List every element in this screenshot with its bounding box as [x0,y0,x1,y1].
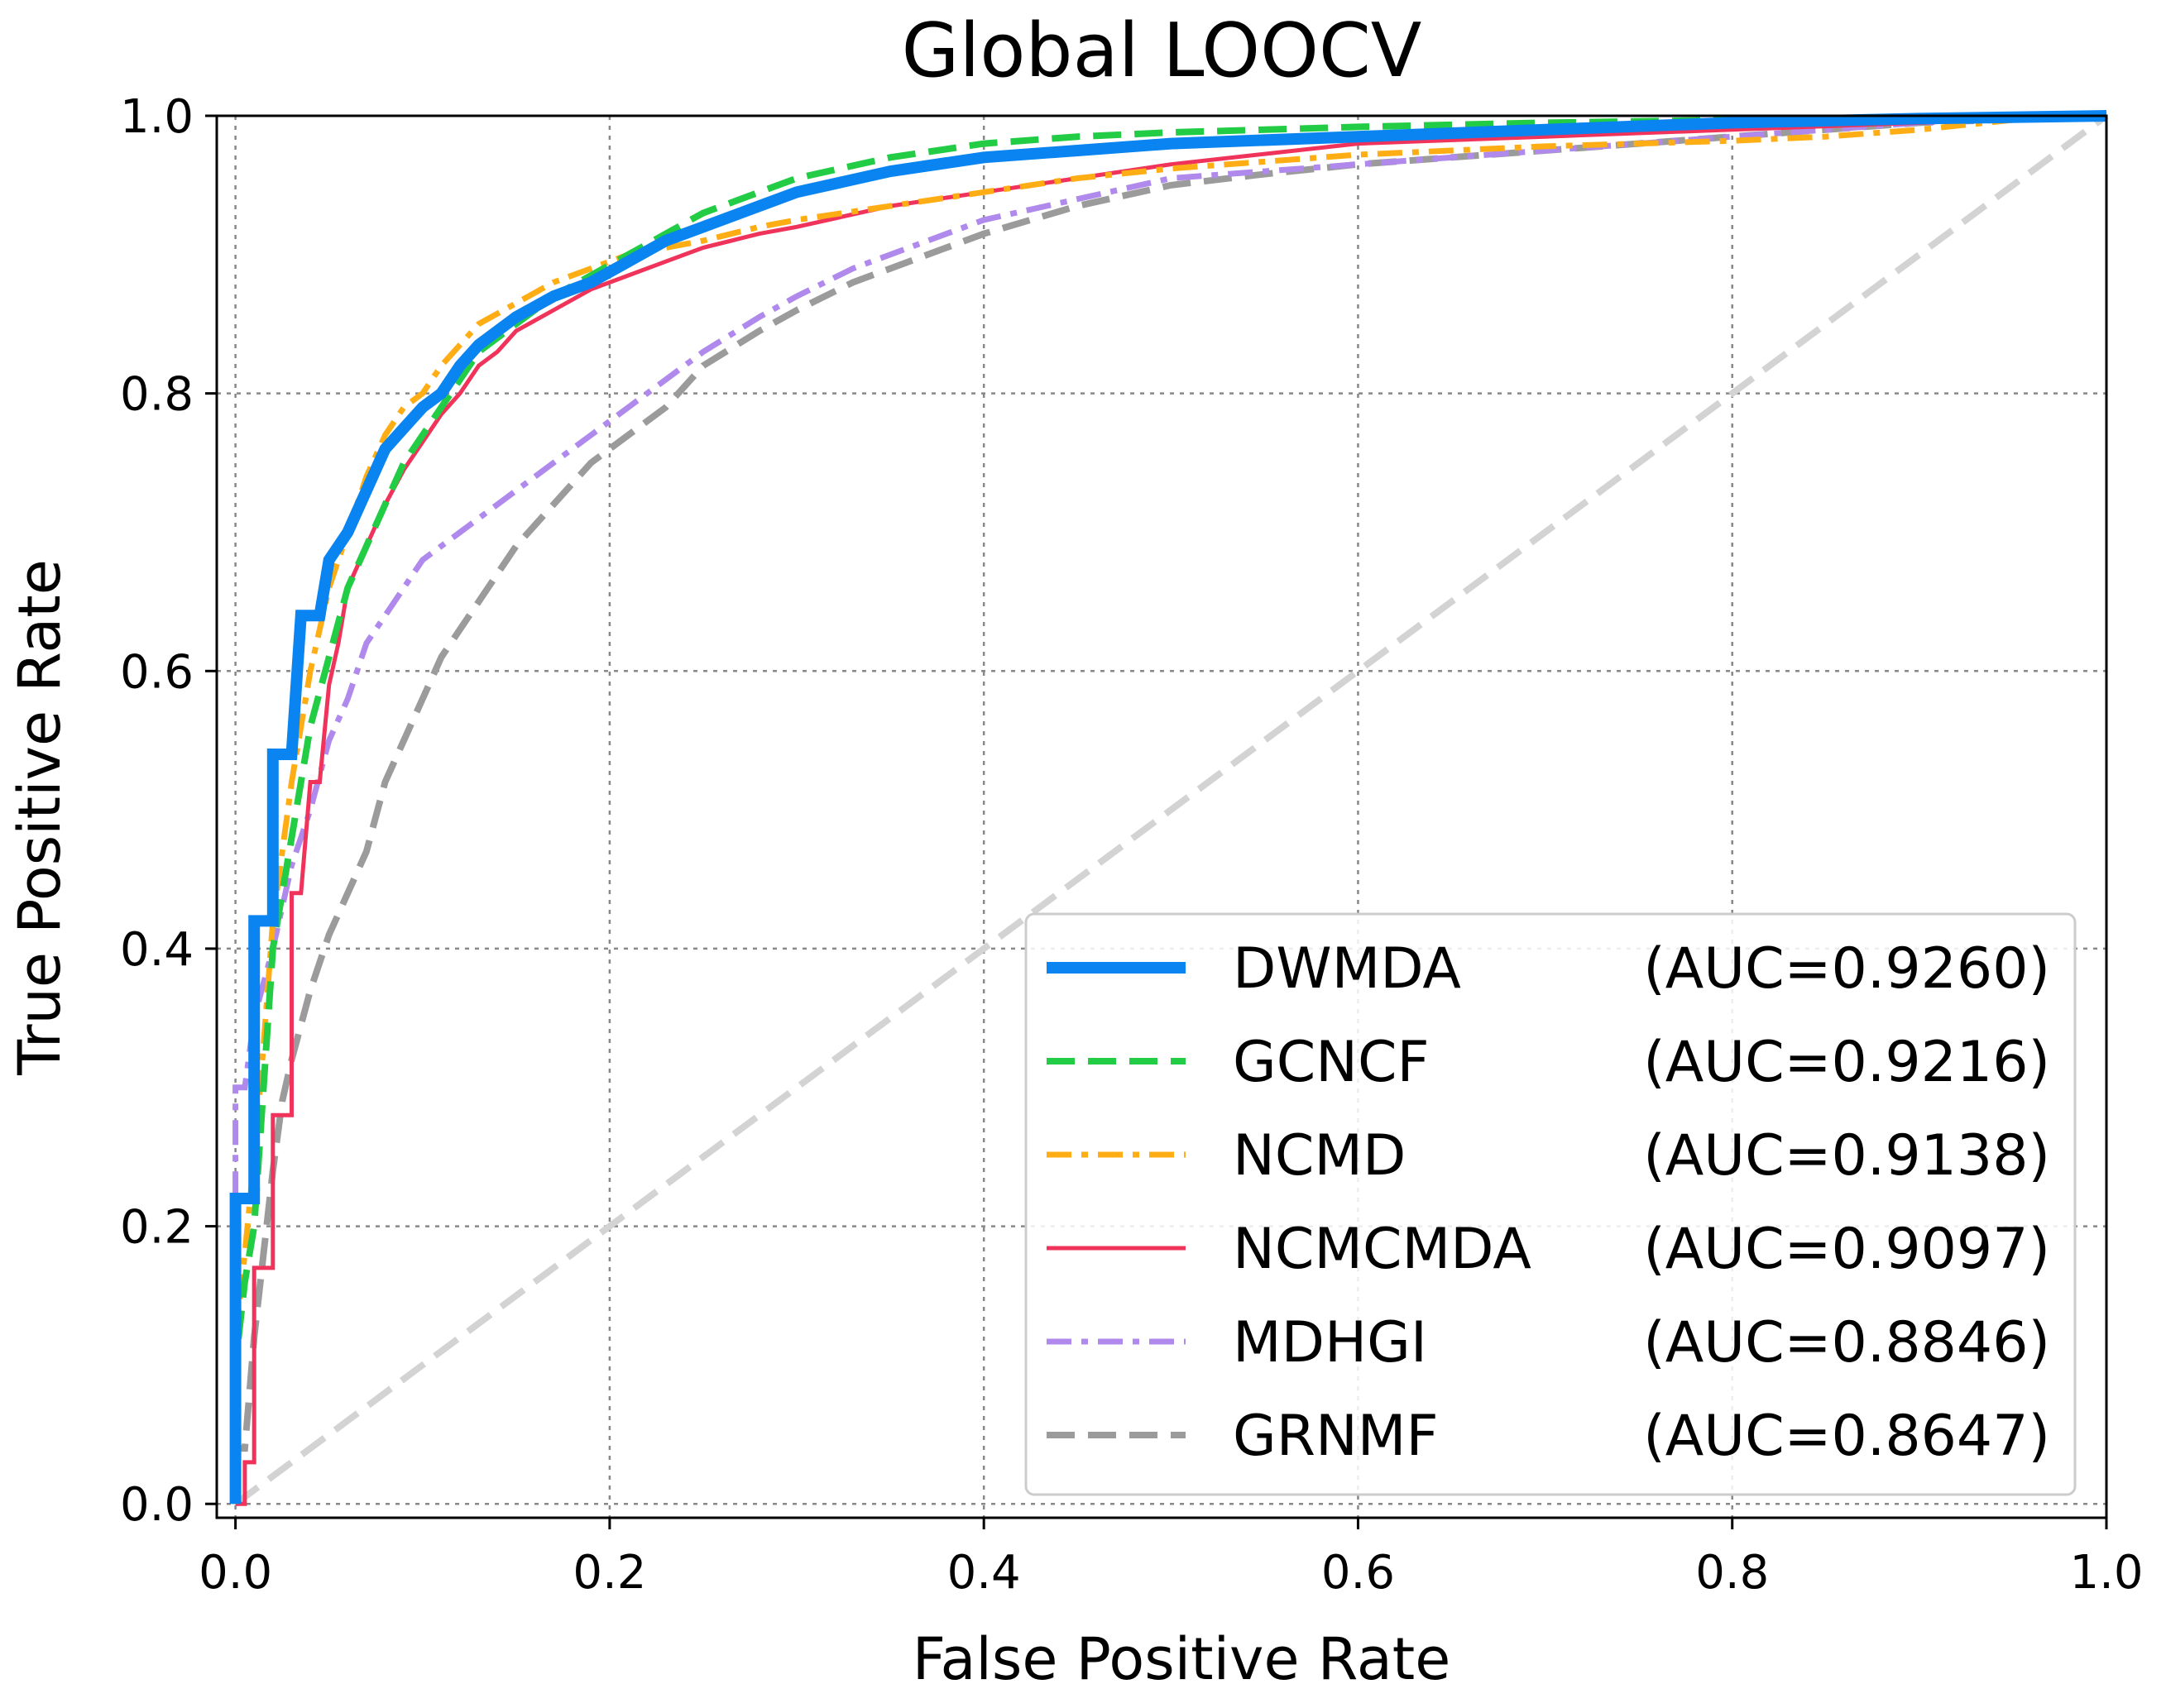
x-tick-label: 0.6 [1321,1546,1395,1600]
legend-label-ncmd: NCMD [1233,1123,1406,1189]
legend-auc-dwmda: (AUC=0.9260) [1643,936,2050,1002]
x-tick-label: 0.2 [573,1546,646,1600]
legend-auc-mdhgi: (AUC=0.8846) [1643,1310,2050,1375]
y-axis: 0.0 0.2 0.4 0.6 0.8 1.0 [120,90,217,1532]
y-axis-label: True Positive Rate [6,559,74,1076]
legend-auc-grnmf: (AUC=0.8647) [1643,1404,2050,1469]
diagonal-reference-line [233,112,2109,1507]
roc-curve-dwmda [229,110,2107,1505]
chart-title: Global LOOCV [902,7,1422,94]
legend-label-dwmda: DWMDA [1233,936,1461,1002]
x-tick-label: 0.8 [1695,1546,1769,1600]
y-tick-label: 0.8 [120,368,194,422]
legend-auc-ncmcmda: (AUC=0.9097) [1643,1217,2050,1282]
roc-curves [229,110,2107,1506]
x-axis-label: False Positive Rate [913,1625,1451,1693]
y-tick-label: 1.0 [120,90,194,144]
legend-auc-gcncf: (AUC=0.9216) [1643,1030,2050,1095]
legend-box [1024,912,2077,1496]
legend-label-grnmf: GRNMF [1233,1404,1439,1469]
x-tick-label: 0.0 [199,1546,272,1600]
legend-label-ncmcmda: NCMCMDA [1233,1217,1531,1282]
legend-label-gcncf: GCNCF [1233,1030,1430,1095]
y-tick-label: 0.4 [120,923,194,977]
x-tick-label: 1.0 [2069,1546,2143,1600]
x-tick-label: 0.4 [947,1546,1021,1600]
roc-curve-grnmf [232,112,2107,1505]
legend: DWMDA (AUC=0.9260) GCNCF (AUC=0.9216) NCMD (A… [1024,912,2077,1496]
y-tick-label: 0.6 [120,645,194,699]
diagonal-line [233,112,2109,1507]
y-tick-label: 0.2 [120,1201,194,1255]
x-axis: 0.0 0.2 0.4 0.6 0.8 1.0 [199,1518,2144,1600]
roc-curve-ncmd [232,112,2107,1505]
legend-label-mdhgi: MDHGI [1233,1310,1427,1375]
y-tick-label: 0.0 [120,1478,194,1532]
legend-auc-ncmd: (AUC=0.9138) [1643,1123,2050,1189]
plot-frame [215,114,2108,1519]
